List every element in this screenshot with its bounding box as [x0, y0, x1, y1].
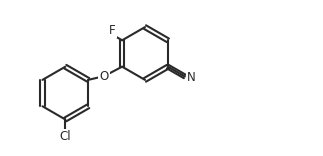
Text: Cl: Cl	[59, 130, 71, 143]
Text: F: F	[109, 24, 116, 37]
Text: N: N	[187, 71, 196, 84]
Text: O: O	[99, 70, 109, 83]
